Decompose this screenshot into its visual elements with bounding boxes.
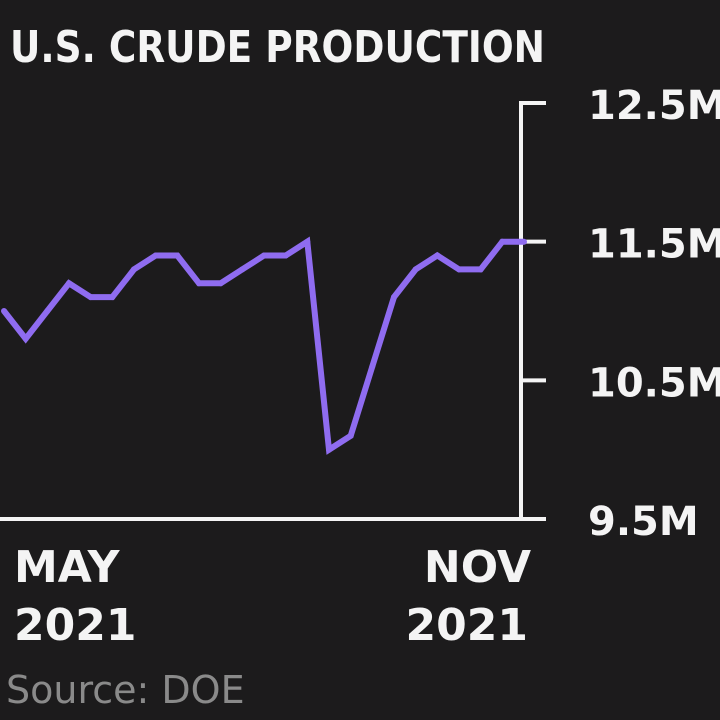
data-point [152,252,159,259]
data-point [66,280,72,287]
axes [0,101,546,521]
data-point [412,266,419,273]
data-point [326,446,332,453]
source-note: Source: DOE [6,668,245,712]
series-points [1,238,527,453]
data-point [499,238,506,245]
data-point [347,432,354,439]
data-point [87,294,94,301]
data-point [196,280,202,287]
data-point [174,252,181,259]
chart-title: U.S. CRUDE PRODUCTION [10,22,545,73]
data-point [521,238,527,245]
y-ticks: 12.5M 11.5M 10.5M 9.5M [521,83,720,545]
data-point [434,252,441,259]
data-point [456,266,462,273]
data-point [109,294,116,301]
y-tick-label: 10.5M [588,360,720,406]
y-tick-label: 11.5M [588,222,720,268]
data-point [1,308,7,314]
data-point [44,308,51,314]
data-point [239,266,246,273]
data-point [282,252,289,259]
y-tick-label: 9.5M [588,499,699,545]
data-point [391,294,397,301]
data-point [217,280,224,287]
x-tick-label: NOV [424,542,531,593]
x-tick-label: 2021 [406,600,528,651]
x-ticks: MAY 2021 NOV 2021 [14,542,531,651]
x-tick-label: 2021 [14,600,136,651]
x-tick-label: MAY [14,542,121,593]
y-tick-label: 12.5M [588,83,720,129]
data-point [131,266,137,273]
data-point [477,266,484,273]
series-line [1,236,524,455]
data-point [22,335,29,342]
data-point [261,252,267,259]
data-point [304,238,311,245]
data-point [369,363,376,370]
